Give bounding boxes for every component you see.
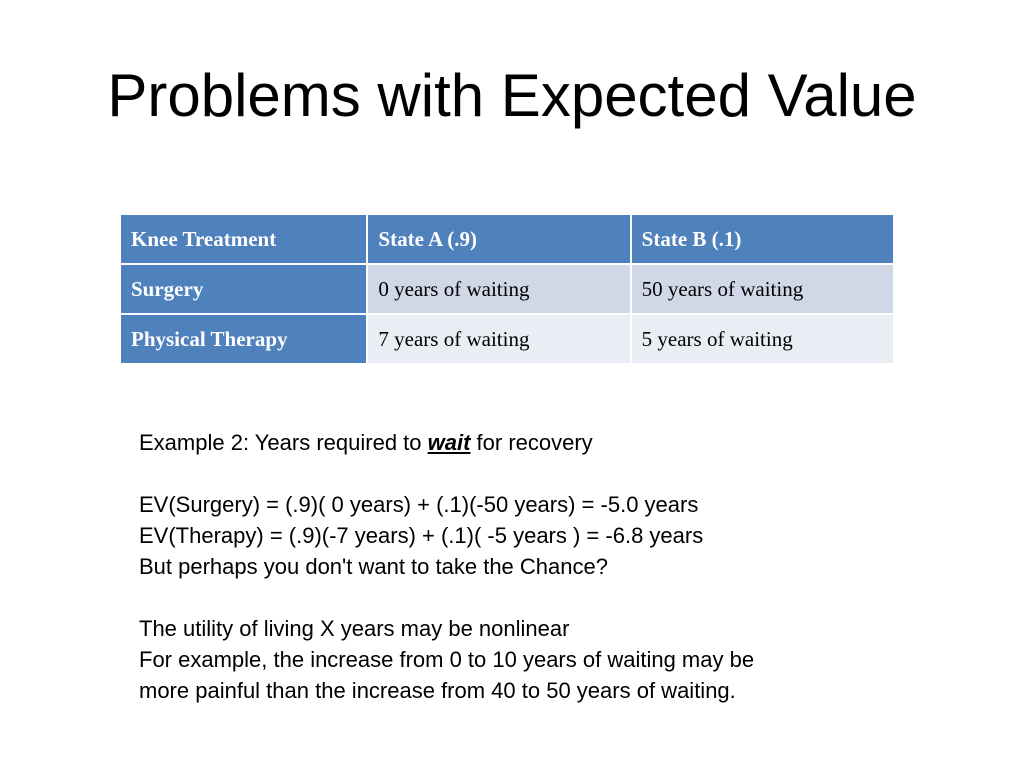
spacer	[139, 582, 754, 613]
cell-therapy-state-a: 7 years of waiting	[366, 313, 632, 365]
cell-surgery-state-b: 50 years of waiting	[629, 263, 896, 315]
header-cell-treatment: Knee Treatment	[118, 213, 369, 265]
example-line-2: more painful than the increase from 40 t…	[139, 678, 736, 703]
header-cell-state-a: State A (.9)	[366, 213, 632, 265]
row-label-surgery: Surgery	[118, 263, 369, 315]
header-cell-state-b: State B (.1)	[629, 213, 896, 265]
knee-treatment-table: Knee Treatment State A (.9) State B (.1)…	[118, 213, 896, 365]
chance-line: But perhaps you don't want to take the C…	[139, 554, 608, 579]
slide-title: Problems with Expected Value	[107, 62, 917, 129]
utility-line: The utility of living X years may be non…	[139, 616, 570, 641]
slide-body: Example 2: Years required to wait for re…	[139, 427, 754, 706]
row-label-physical-therapy: Physical Therapy	[118, 313, 369, 365]
spacer	[139, 458, 754, 489]
wait-emphasis: wait	[427, 430, 471, 455]
table-row-physical-therapy: Physical Therapy 7 years of waiting 5 ye…	[118, 313, 896, 365]
table-header-row: Knee Treatment State A (.9) State B (.1)	[118, 213, 896, 265]
ev-therapy-line: EV(Therapy) = (.9)(-7 years) + (.1)( -5 …	[139, 523, 704, 548]
cell-surgery-state-a: 0 years of waiting	[366, 263, 632, 315]
table-row-surgery: Surgery 0 years of waiting 50 years of w…	[118, 263, 896, 315]
ev-surgery-line: EV(Surgery) = (.9)( 0 years) + (.1)(-50 …	[139, 492, 699, 517]
cell-therapy-state-b: 5 years of waiting	[629, 313, 896, 365]
example-heading: Example 2: Years required to wait for re…	[139, 427, 754, 458]
example-prefix: Example 2: Years required to	[139, 430, 428, 455]
example-suffix: for recovery	[470, 430, 593, 455]
example-line-1: For example, the increase from 0 to 10 y…	[139, 647, 755, 672]
